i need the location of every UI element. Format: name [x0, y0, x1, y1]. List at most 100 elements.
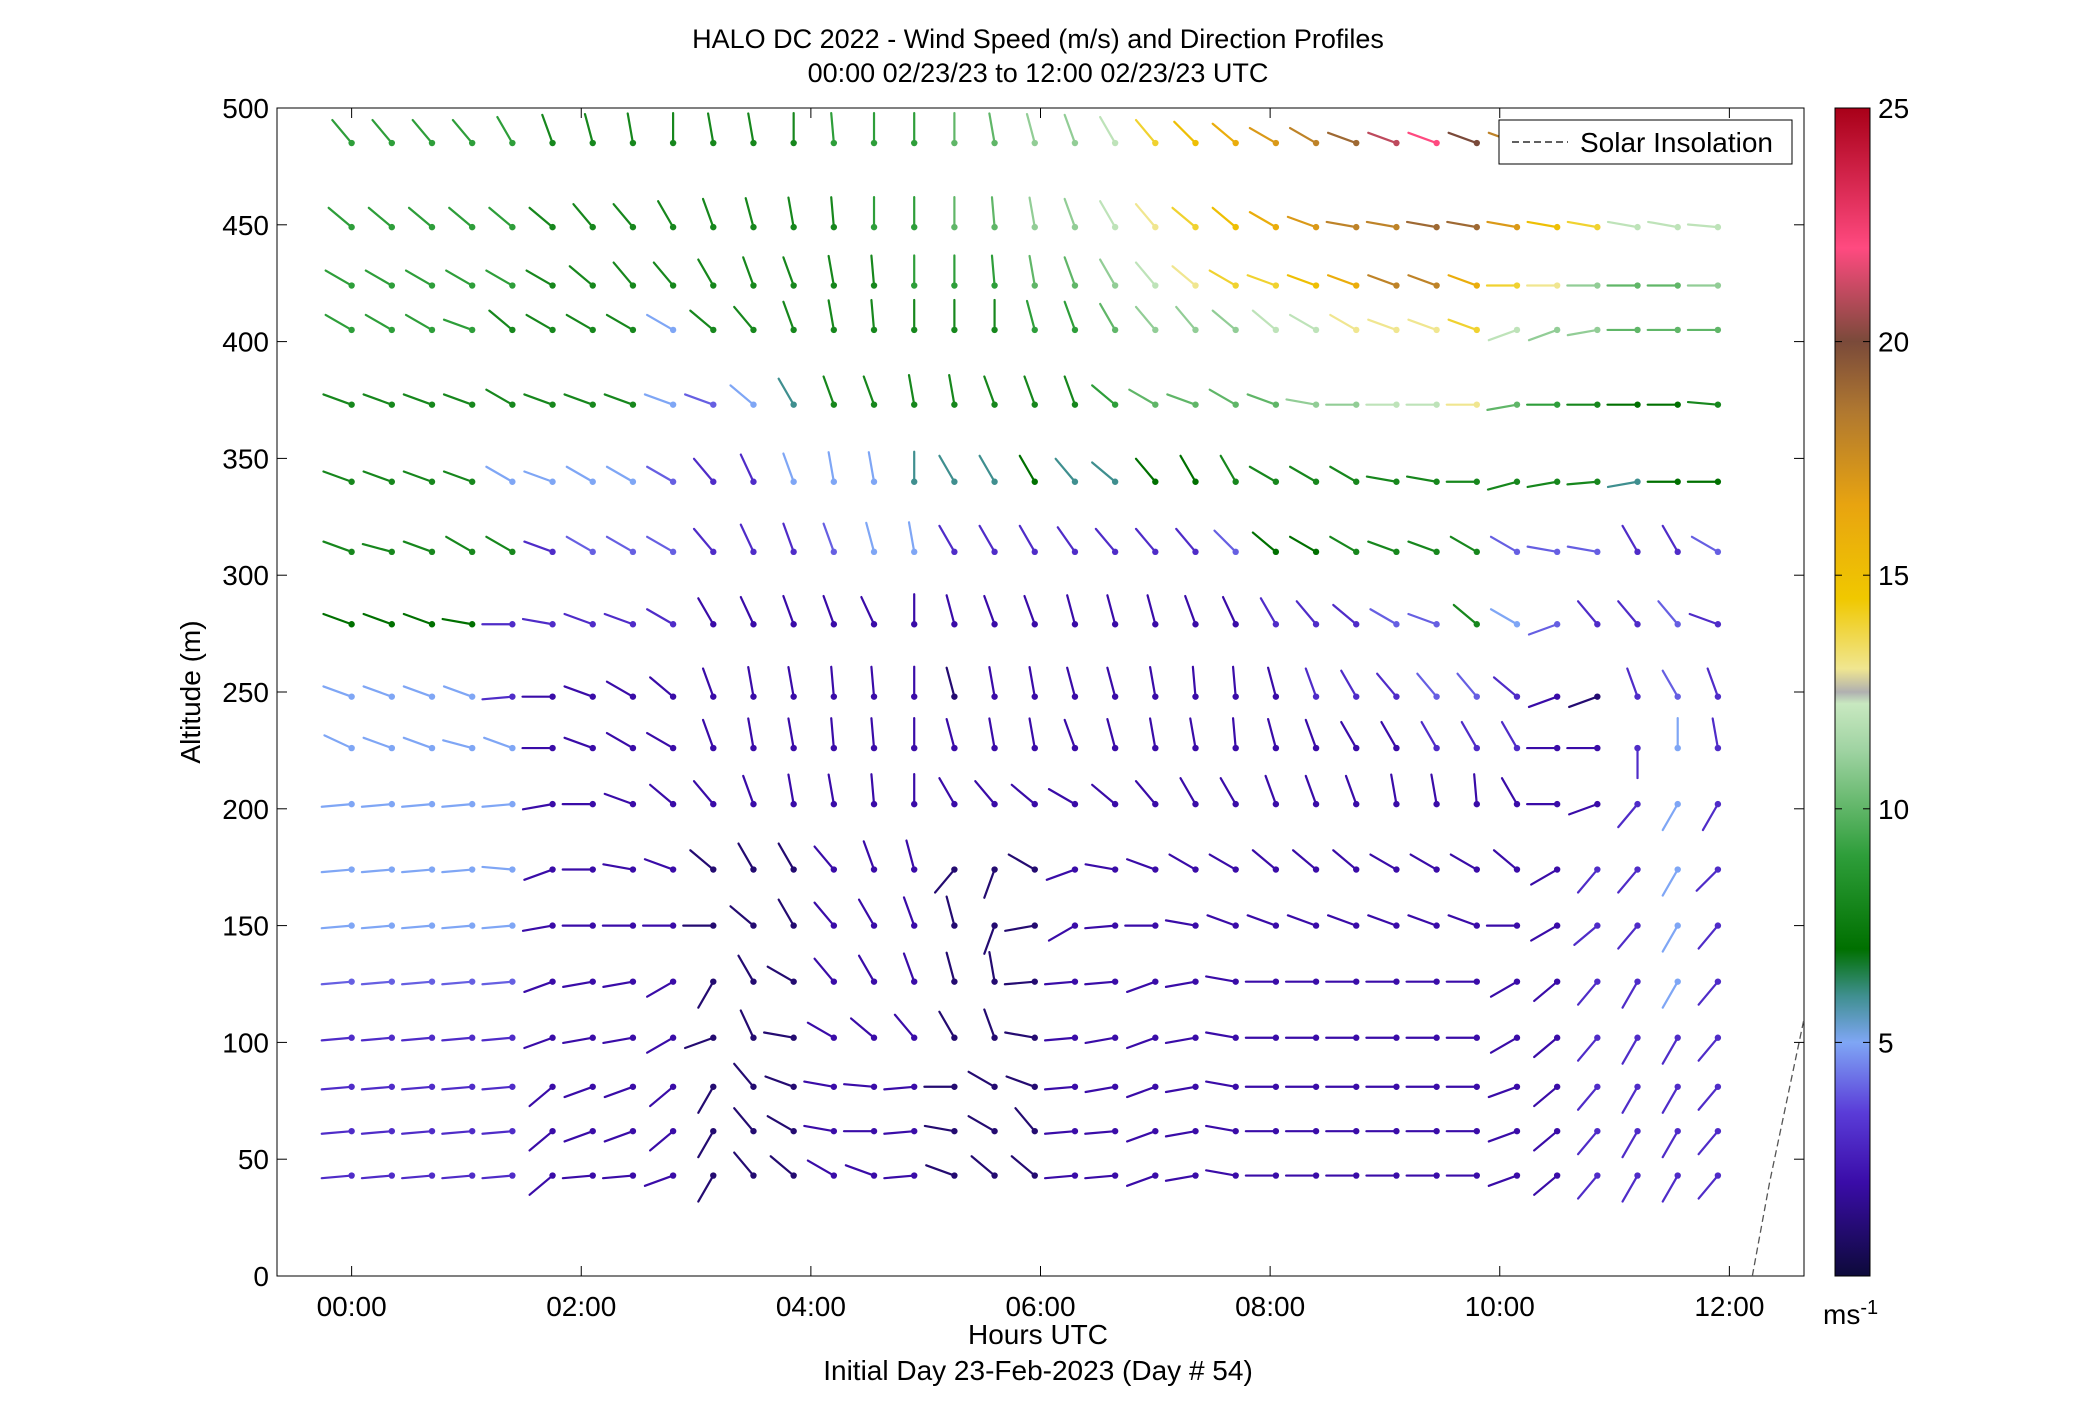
wind-barb [1221, 595, 1239, 628]
wind-barb-dot [951, 744, 958, 752]
wind-barb [603, 612, 637, 628]
wind-barb-stem [1056, 526, 1077, 553]
wind-barb [978, 454, 998, 485]
wind-barb-dot [951, 978, 958, 985]
wind-barb-dot [1393, 478, 1400, 485]
wind-barb-dot [750, 1127, 757, 1135]
wind-barb-dot [549, 282, 556, 289]
wind-barb-stem [1191, 665, 1197, 698]
wind-barb-dot [1071, 1127, 1079, 1135]
wind-barb-dot [1232, 978, 1239, 985]
wind-barb [322, 685, 355, 700]
wind-barb [1023, 594, 1038, 628]
wind-barb-stem [1251, 309, 1277, 332]
wind-barb [1018, 454, 1038, 485]
wind-barb [602, 978, 637, 988]
wind-barb-dot [911, 800, 918, 808]
wind-barb [528, 1127, 556, 1152]
wind-barb-dot [1272, 800, 1280, 808]
wind-barb [1231, 717, 1239, 752]
wind-barb [1208, 388, 1239, 408]
wind-barb-dot [1513, 621, 1521, 628]
wind-barb [1211, 122, 1239, 147]
wind-barb-dot [1594, 922, 1601, 929]
wind-barb-dot [1634, 223, 1641, 231]
wind-barb [1697, 922, 1722, 950]
wind-barb-stem [822, 522, 835, 553]
wind-barb-dot [669, 800, 677, 808]
wind-barb [612, 203, 637, 231]
wind-barb-stem [1460, 720, 1478, 750]
wind-barb [1576, 866, 1601, 894]
wind-barb [401, 866, 436, 874]
wind-barb-stem [1134, 457, 1157, 483]
wind-barb-stem [1134, 305, 1157, 332]
wind-barb [883, 1083, 918, 1091]
wind-barb [862, 840, 878, 873]
wind-barb [1284, 1127, 1320, 1135]
wind-barb-dot [1192, 1034, 1199, 1041]
wind-barb-dot [1031, 1083, 1038, 1090]
wind-barb-dot [870, 223, 878, 231]
wind-barb [362, 736, 396, 752]
wind-barb [1106, 717, 1119, 752]
wind-barb [1445, 1034, 1480, 1041]
wind-barb-stem [1533, 1130, 1559, 1152]
wind-barb [603, 1083, 637, 1099]
wind-barb [1106, 666, 1119, 700]
wind-barb [1246, 914, 1280, 929]
wind-barb [1205, 1169, 1239, 1179]
wind-barb-stem [360, 1174, 393, 1180]
wind-barb [521, 617, 556, 628]
wind-barb-stem [945, 717, 956, 750]
wind-barb-stem [401, 868, 434, 874]
wind-barb-dot [468, 800, 476, 808]
wind-barb-dot [991, 866, 998, 873]
wind-barb-dot [951, 139, 958, 147]
wind-barb-stem [827, 451, 835, 483]
wind-barb [990, 254, 998, 289]
wind-barb-stem [441, 1130, 474, 1135]
wind-barb-dot [1071, 1083, 1079, 1090]
wind-barb-stem [1251, 531, 1277, 553]
wind-barb [692, 457, 717, 485]
wind-barb [1688, 612, 1722, 628]
wind-barb [1291, 849, 1320, 873]
wind-barb [769, 1155, 797, 1179]
wind-barb [360, 922, 396, 930]
wind-barb [605, 535, 637, 556]
wind-barb-stem [322, 612, 353, 626]
wind-barb-stem [1686, 223, 1719, 229]
wind-barb-stem [1164, 980, 1197, 988]
wind-barb [1566, 478, 1601, 486]
wind-barb-stem [1179, 777, 1197, 806]
wind-barb-stem [402, 736, 434, 750]
wind-barb-stem [1661, 1174, 1679, 1203]
wind-barb-dot [1232, 693, 1239, 700]
wind-barb [1566, 744, 1601, 752]
wind-barb-stem [1486, 403, 1519, 411]
wind-barb-dot [1232, 282, 1239, 289]
wind-barb [945, 895, 958, 929]
wind-barb-stem [1211, 309, 1237, 332]
wind-barb-stem [974, 780, 996, 806]
wind-barb-dot [549, 223, 556, 231]
wind-barb-dot [589, 744, 596, 752]
wind-barb-stem [701, 197, 715, 229]
wind-barb-dot [468, 621, 476, 628]
wind-barb [562, 1034, 596, 1045]
wind-barb-dot [1272, 139, 1280, 147]
wind-barb-stem [1084, 980, 1117, 986]
wind-barb-dot [951, 922, 958, 929]
wind-barb [1621, 1172, 1641, 1203]
wind-barb [1365, 978, 1400, 985]
wind-barb-stem [733, 1151, 755, 1177]
wind-barb-dot [1553, 223, 1561, 231]
wind-barb-dot [1594, 282, 1601, 289]
wind-barb-dot [1674, 621, 1681, 628]
wind-barb-dot [1553, 800, 1561, 808]
wind-barb-stem [1149, 717, 1157, 750]
wind-barb [822, 375, 838, 408]
wind-barb-stem [1576, 1036, 1599, 1062]
wind-barb-stem [1449, 853, 1478, 871]
